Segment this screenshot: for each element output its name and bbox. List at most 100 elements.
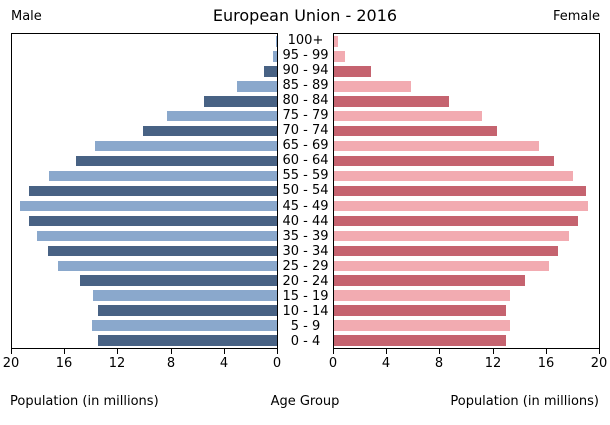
x-axis-tick (386, 349, 387, 354)
x-axis-tick-label: 16 (55, 356, 73, 371)
female-bar-50-54 (334, 185, 586, 197)
male-bar-90-94 (263, 66, 277, 77)
age-group-label: 75 - 79 (282, 108, 329, 124)
x-axis-tick (224, 349, 225, 354)
female-side-label: Female (552, 9, 600, 24)
male-bar-row (12, 109, 277, 124)
female-bar-row (334, 273, 599, 288)
female-bar-row (334, 333, 599, 348)
female-bar-row (334, 258, 599, 273)
female-bar-row (334, 109, 599, 124)
age-group-label: 85 - 89 (282, 78, 329, 94)
x-axis-tick (333, 349, 334, 354)
male-bar-5-9 (91, 320, 277, 331)
age-group-label: 80 - 84 (282, 93, 329, 109)
male-bar-row (12, 94, 277, 109)
male-bar-35-39 (37, 230, 277, 242)
x-axis-tick-label: 8 (166, 356, 176, 371)
male-bar-row (12, 169, 277, 184)
female-bar-row (334, 64, 599, 79)
male-bar-row (12, 154, 277, 169)
x-axis-tick (439, 349, 440, 354)
age-group-label: 50 - 54 (282, 183, 329, 199)
male-bar-row (12, 258, 277, 273)
male-bar-55-59 (49, 170, 277, 182)
male-bar-row (12, 273, 277, 288)
age-group-axis: 100+ 95 - 99 90 - 94 85 - 89 80 - 84 75 - 79 7… (278, 33, 333, 349)
age-group-label: 45 - 49 (282, 198, 329, 214)
age-group-label: 40 - 44 (282, 213, 329, 229)
age-group-label: 65 - 69 (282, 138, 329, 154)
male-bar-row (12, 288, 277, 303)
male-bar-20-24 (79, 275, 277, 286)
female-bar-row (334, 139, 599, 154)
male-bar-row (12, 228, 277, 243)
male-bar-75-79 (167, 110, 277, 122)
male-bars-panel (11, 33, 278, 349)
male-bar-0-4 (98, 335, 277, 346)
male-side-label: Male (11, 9, 42, 24)
x-axis-tick (11, 349, 12, 354)
age-group-label: 55 - 59 (282, 168, 329, 184)
age-group-label: 10 - 14 (282, 303, 329, 319)
x-axis-tick-label: 20 (2, 356, 20, 371)
female-bar-row (334, 213, 599, 228)
x-axis-tick-label: 12 (484, 356, 502, 371)
x-axis-tick (546, 349, 547, 354)
age-group-label: 25 - 29 (282, 258, 329, 274)
x-axis-tick (599, 349, 600, 354)
age-group-label: 35 - 39 (282, 228, 329, 244)
x-axis-tick (171, 349, 172, 354)
male-bar-row (12, 124, 277, 139)
age-group-label: 5 - 9 (290, 318, 321, 334)
female-bar-0-4 (334, 335, 507, 346)
female-bar-row (334, 79, 599, 94)
age-group-label: 60 - 64 (282, 153, 329, 169)
x-axis-tick (277, 349, 278, 354)
age-group-label: 30 - 34 (282, 243, 329, 259)
female-bar-30-34 (334, 245, 558, 257)
x-axis-tick (117, 349, 118, 354)
female-bar-75-79 (334, 110, 483, 122)
male-bar-row (12, 34, 277, 49)
female-bar-65-69 (334, 140, 540, 152)
x-axis-tick-label: 4 (381, 356, 391, 371)
female-bar-20-24 (334, 275, 525, 286)
female-bar-row (334, 184, 599, 199)
age-group-axis-title: Age Group (270, 394, 340, 409)
female-bar-10-14 (334, 305, 507, 316)
male-bar-95-99 (273, 51, 277, 62)
male-bar-30-34 (47, 245, 277, 257)
male-bar-row (12, 184, 277, 199)
female-bar-100+ (334, 36, 338, 47)
age-group-label: 95 - 99 (282, 48, 329, 64)
female-bar-35-39 (334, 230, 569, 242)
female-bar-row (334, 288, 599, 303)
female-bar-85-89 (334, 81, 411, 92)
female-bar-5-9 (334, 320, 511, 331)
male-bar-80-84 (204, 96, 277, 107)
male-bar-65-69 (95, 140, 277, 152)
x-axis-tick (493, 349, 494, 354)
female-bars-panel (333, 33, 600, 349)
male-bar-45-49 (19, 200, 277, 212)
female-bar-15-19 (334, 290, 511, 301)
female-bar-row (334, 49, 599, 64)
male-bar-row (12, 318, 277, 333)
age-group-label: 100+ (287, 33, 324, 49)
male-bar-85-89 (237, 81, 277, 92)
male-bar-row (12, 198, 277, 213)
male-bar-row (12, 213, 277, 228)
x-axis-tick-label: 20 (590, 356, 608, 371)
x-axis-tick-label: 12 (108, 356, 126, 371)
female-bar-row (334, 124, 599, 139)
female-bar-row (334, 243, 599, 258)
male-axis-title: Population (in millions) (10, 394, 159, 409)
x-axis-tick-label: 0 (272, 356, 282, 371)
x-axis-tick-label: 4 (219, 356, 229, 371)
male-bar-row (12, 139, 277, 154)
female-bar-row (334, 169, 599, 184)
female-axis-title: Population (in millions) (450, 394, 599, 409)
female-bar-row (334, 318, 599, 333)
female-bar-row (334, 303, 599, 318)
